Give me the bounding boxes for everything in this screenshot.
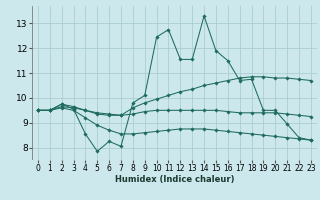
X-axis label: Humidex (Indice chaleur): Humidex (Indice chaleur)	[115, 175, 234, 184]
